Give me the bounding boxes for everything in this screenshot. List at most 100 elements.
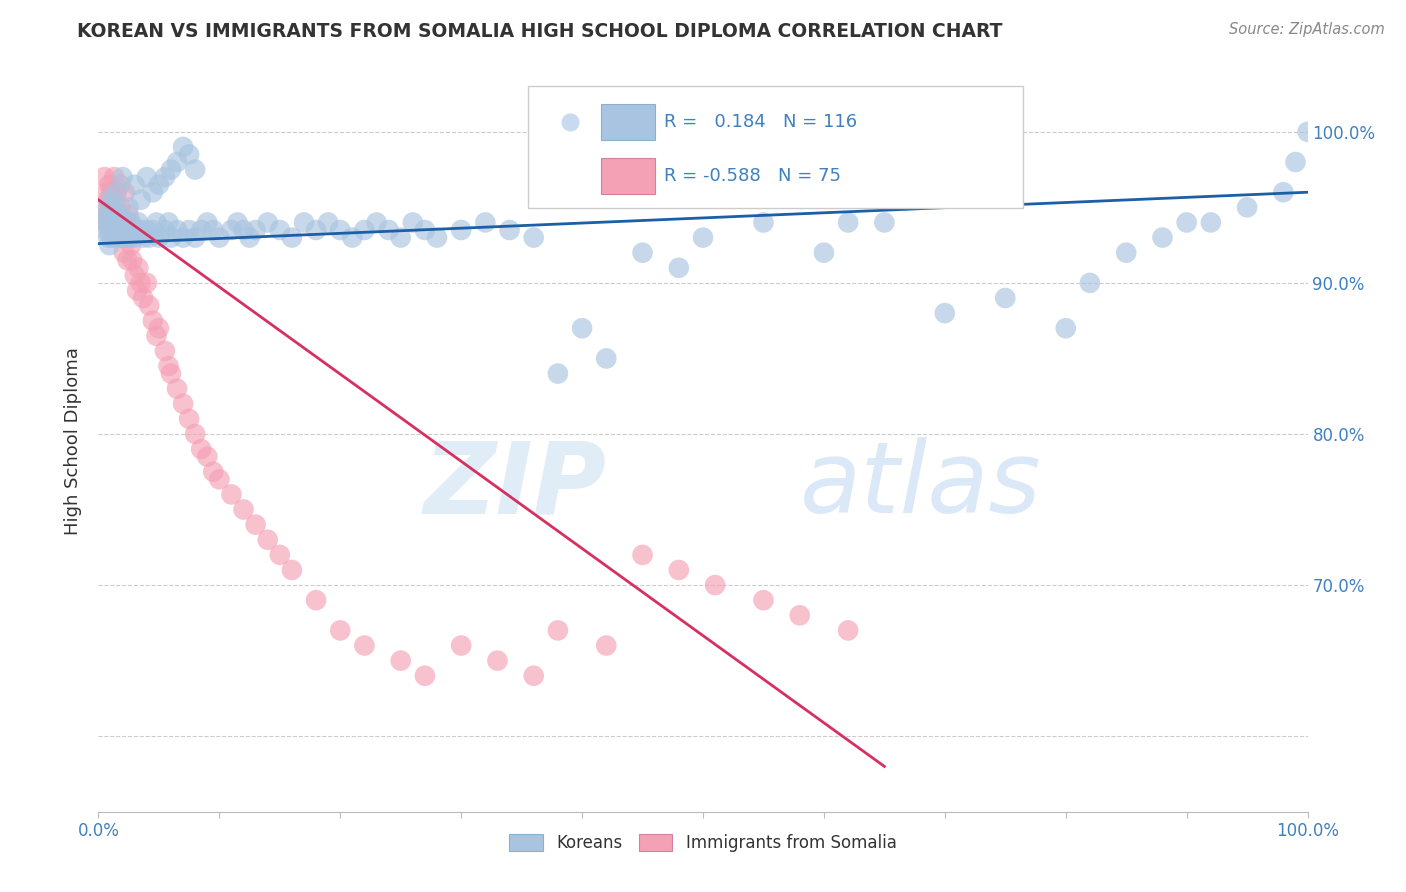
Point: [118, 208, 141, 222]
Point: [100, 193, 122, 207]
Point: [135, 276, 157, 290]
Point: [160, 367, 183, 381]
Point: [342, 230, 364, 244]
Point: [184, 427, 207, 442]
Point: [110, 200, 132, 214]
Point: [108, 215, 131, 229]
Point: [353, 639, 375, 653]
Point: [813, 245, 835, 260]
Point: [1078, 276, 1101, 290]
Point: [117, 215, 139, 229]
Point: [153, 223, 176, 237]
Point: [97, 193, 120, 207]
Point: [595, 639, 617, 653]
Point: [1272, 186, 1295, 200]
Point: [366, 215, 388, 229]
Text: ZIP: ZIP: [423, 437, 606, 534]
Point: [108, 223, 131, 237]
Point: [98, 223, 121, 237]
Point: [668, 563, 690, 577]
FancyBboxPatch shape: [602, 104, 655, 140]
Point: [184, 230, 207, 244]
Point: [837, 215, 859, 229]
Point: [450, 639, 472, 653]
Text: R =   0.184   N = 116: R = 0.184 N = 116: [664, 113, 858, 131]
Point: [97, 200, 120, 214]
Point: [111, 230, 134, 244]
Point: [135, 223, 157, 237]
Point: [450, 223, 472, 237]
Point: [353, 223, 375, 237]
Point: [107, 215, 129, 229]
Point: [118, 200, 141, 214]
Point: [166, 223, 188, 237]
Point: [195, 450, 218, 464]
Point: [153, 343, 176, 358]
Point: [127, 260, 149, 275]
Text: atlas: atlas: [800, 437, 1042, 534]
Point: [115, 223, 138, 237]
Point: [138, 230, 160, 244]
Point: [97, 208, 120, 222]
Point: [93, 215, 115, 229]
Point: [124, 268, 146, 283]
Point: [305, 223, 328, 237]
Text: R = -0.588   N = 75: R = -0.588 N = 75: [664, 167, 841, 185]
Point: [103, 223, 125, 237]
Point: [104, 200, 127, 214]
Point: [142, 313, 165, 327]
Point: [413, 223, 436, 237]
Point: [547, 624, 569, 638]
Point: [107, 230, 129, 244]
Point: [114, 186, 136, 200]
Point: [101, 215, 124, 229]
Point: [1115, 245, 1137, 260]
Point: [101, 208, 124, 222]
Point: [105, 223, 128, 237]
Point: [179, 412, 201, 426]
Point: [789, 608, 811, 623]
Point: [316, 215, 339, 229]
Point: [127, 284, 149, 298]
Point: [208, 230, 231, 244]
Point: [752, 215, 775, 229]
Point: [172, 397, 194, 411]
Point: [100, 223, 122, 237]
Point: [120, 215, 142, 229]
Point: [190, 442, 212, 456]
Point: [124, 178, 146, 192]
Point: [389, 230, 412, 244]
Point: [232, 223, 254, 237]
Point: [166, 155, 188, 169]
Point: [239, 230, 262, 244]
Point: [934, 306, 956, 320]
Point: [94, 223, 117, 237]
Point: [148, 178, 170, 192]
Point: [256, 215, 278, 229]
Point: [329, 624, 352, 638]
Point: [1236, 200, 1258, 214]
Point: [96, 186, 118, 200]
Point: [100, 230, 122, 244]
Point: [153, 170, 176, 185]
Point: [108, 178, 131, 192]
Point: [1199, 215, 1222, 229]
Point: [752, 593, 775, 607]
Point: [117, 253, 139, 268]
Point: [994, 291, 1017, 305]
Point: [184, 162, 207, 177]
Point: [114, 215, 136, 229]
Point: [377, 223, 399, 237]
Point: [172, 230, 194, 244]
Point: [111, 170, 134, 185]
Point: [105, 186, 128, 200]
Point: [112, 245, 135, 260]
Point: [269, 548, 291, 562]
Point: [105, 208, 128, 222]
Point: [1284, 155, 1306, 169]
Point: [595, 351, 617, 366]
Point: [160, 162, 183, 177]
Point: [129, 193, 152, 207]
Point: [172, 140, 194, 154]
Point: [631, 548, 654, 562]
